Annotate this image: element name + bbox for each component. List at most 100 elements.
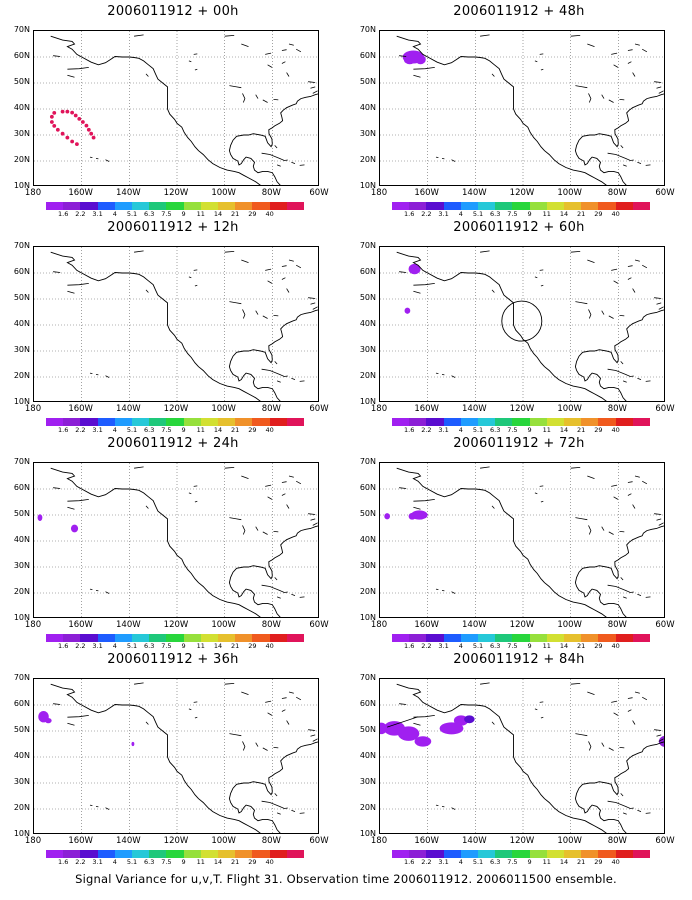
colorbar-label: 6.3	[144, 642, 155, 650]
signal-area	[408, 512, 416, 520]
colorbar-label: 21	[577, 642, 586, 650]
coastline-fragment	[255, 526, 259, 531]
colorbar-swatch	[80, 634, 98, 642]
coastline-fragment	[627, 709, 632, 712]
colorbar-swatch	[252, 418, 270, 426]
lat-tick-label: 60N	[13, 51, 30, 60]
colorbar-label: 14	[559, 426, 569, 434]
colorbar-swatch	[269, 418, 287, 426]
colorbar-swatch	[97, 202, 115, 210]
coastline-fragment	[274, 361, 278, 365]
coastline-fragment	[229, 517, 242, 521]
coastline-fragment	[627, 493, 632, 496]
lat-tick-label: 20N	[359, 587, 376, 596]
map-frame	[379, 30, 665, 186]
coastline-fragment	[281, 265, 287, 267]
colorbar-label: 7.5	[507, 858, 518, 866]
colorbar-label: 1.6	[404, 642, 415, 650]
colorbar-label: 4	[458, 426, 463, 434]
colorbar-swatch	[286, 850, 305, 858]
coastline-fragment	[620, 793, 624, 797]
coastline-fragment	[308, 81, 316, 83]
coastline-fragment	[539, 269, 544, 271]
lat-tick-label: 30N	[359, 777, 376, 786]
lon-tick-label: 100W	[211, 404, 236, 414]
coastline-fragment	[242, 309, 246, 319]
coastline-fragment	[611, 268, 618, 271]
coastline-fragment	[274, 793, 278, 797]
coastline-fragment	[255, 94, 259, 99]
coastline-fragment	[601, 742, 605, 747]
colorbar-swatch	[286, 418, 305, 426]
coastline-fragment	[435, 588, 439, 590]
colorbar-label: 11	[542, 210, 551, 218]
colorbar-swatch	[426, 634, 444, 642]
lat-tick-label: 10N	[359, 829, 376, 838]
coastline-fragment	[312, 90, 318, 94]
coastline-fragment	[620, 361, 624, 365]
coastline-fragment	[611, 52, 618, 55]
colorbar-swatch	[166, 418, 184, 426]
coastline-fragment	[188, 708, 192, 711]
coastline-fragment	[310, 86, 316, 89]
coastline-fragment	[540, 68, 544, 71]
coastline-fragment	[224, 683, 235, 685]
coastline-fragment	[95, 806, 99, 808]
coastline-fragment	[255, 310, 259, 315]
coastline-fragment	[656, 86, 662, 89]
colorbar-label: 40	[611, 426, 620, 434]
lat-tick-label: 70N	[13, 241, 30, 250]
coastline-fragment	[105, 375, 110, 378]
coastline-fragment	[241, 259, 249, 263]
colorbar-swatch	[149, 850, 167, 858]
coastline-fragment	[601, 310, 605, 315]
colorbar-swatch	[286, 202, 305, 210]
lat-tick-label: 70N	[359, 673, 376, 682]
colorbar	[46, 202, 305, 210]
coastline-fragment	[95, 158, 99, 160]
lon-tick-label: 140W	[462, 620, 487, 630]
colorbar-label: 29	[594, 210, 603, 218]
coastline-fragment	[587, 259, 595, 263]
coastline-fragment	[262, 747, 268, 751]
colorbar-swatch	[581, 202, 599, 210]
colorbar-label: 11	[196, 858, 205, 866]
colorbar-label: 9	[181, 210, 186, 218]
map-panel: 2006011912 + 60h 70N 60N 50N 40N 30N 20N 10N 180…	[346, 216, 692, 434]
colorbar-swatch	[269, 202, 287, 210]
coastline-fragment	[539, 53, 544, 55]
colorbar-swatch	[218, 850, 236, 858]
map-panel: 2006011912 + 12h 70N 60N 50N 40N 30N 20N 10N 180…	[0, 216, 346, 434]
colorbar-swatch	[200, 418, 219, 426]
colorbar-labels: 1.6 2.2 3.1 4 5.1 6.3 7.5 9 11 14 21 29 40	[392, 426, 650, 434]
coastline-fragment	[451, 807, 456, 810]
coastline-fragment	[654, 513, 662, 515]
lon-tick-label: 160W	[414, 188, 439, 198]
map-frame	[379, 678, 665, 834]
colorbar-label: 1.6	[404, 426, 415, 434]
signal-area	[415, 54, 426, 65]
map-canvas	[34, 31, 318, 185]
coastline-fragment	[654, 297, 662, 299]
coastline-fragment	[413, 283, 435, 286]
colorbar-label: 1.6	[58, 642, 69, 650]
colorbar-swatch	[615, 850, 633, 858]
lat-tick-label: 20N	[13, 803, 30, 812]
coastline-fragment	[273, 99, 279, 101]
coastline-fragment	[441, 806, 445, 808]
colorbar-label: 7.5	[507, 426, 518, 434]
observation-point	[49, 120, 54, 124]
coastline-fragment	[261, 584, 288, 593]
coastline-fragment	[608, 531, 614, 535]
lat-tick-label: 50N	[13, 509, 30, 518]
coastline-fragment	[619, 315, 625, 317]
colorbar	[392, 634, 651, 642]
coastline-fragment	[607, 152, 634, 161]
observation-point	[84, 123, 89, 128]
colorbar-label: 7.5	[507, 210, 518, 218]
colorbar-label: 2.2	[75, 858, 86, 866]
map-panel: 2006011912 + 36h 70N 60N 50N 40N 30N 20N 10N 180…	[0, 648, 346, 866]
coastline-fragment	[67, 506, 75, 510]
colorbar-label: 4	[458, 858, 463, 866]
colorbar-swatch	[80, 850, 98, 858]
